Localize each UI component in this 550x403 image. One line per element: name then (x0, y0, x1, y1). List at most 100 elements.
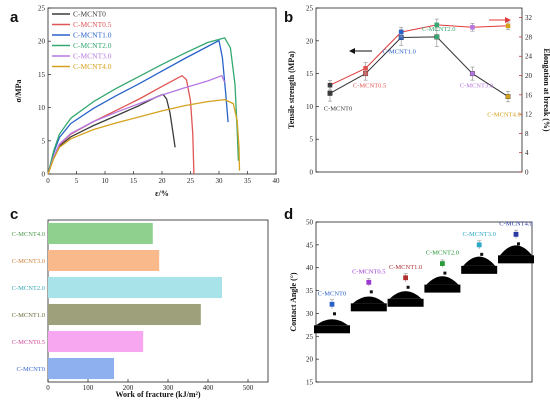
panel-b-point (434, 34, 440, 40)
panel-b-y2tick-label: 4 (525, 149, 529, 157)
panel-b-annotations: C-MCNT0 C-MCNT0.5 C-MCNT1.0 C-MCNT2.0 C-MCNT… (324, 26, 521, 119)
panel-b-point (327, 90, 333, 96)
panel-d-point (329, 301, 335, 307)
panel-d-point-marker (333, 312, 336, 316)
panel-c-bar-label: C-MCNT3.0 (12, 258, 45, 265)
panel-d-point (513, 231, 519, 237)
panel-b-point-label: C-MCNT2.0 (422, 26, 455, 33)
panel-c-bar (48, 303, 201, 326)
panel-d-ytick-label: 35 (306, 287, 314, 295)
panel-a-xtick-label: 15 (130, 177, 138, 185)
panel-c-bar (48, 357, 114, 380)
panel-c-work-of-fracture: C-MCNT4.0 C-MCNT3.0 C-MCNT2.0 C-MCNT1.0 C-MC… (12, 219, 269, 399)
panel-label-c: c (10, 206, 18, 223)
panel-d-frame (315, 221, 533, 383)
panel-b-point (470, 24, 475, 30)
panel-d-ytick-label: 50 (306, 219, 314, 227)
panel-b-point (327, 82, 333, 88)
panel-d-ytick-label: 15 (306, 379, 314, 387)
panel-d-droplet (389, 291, 422, 299)
panel-b-ytick-label: 15 (306, 70, 314, 78)
panel-d-point-marker (369, 290, 373, 294)
panel-b-y2tick-label: 0 (525, 169, 529, 177)
panel-a-ytick-label: 5 (42, 137, 46, 145)
panel-b-y2tick-label: 12 (525, 111, 533, 119)
panel-b-ytick-label: 5 (310, 136, 314, 144)
panel-b-point-label: C-MCNT3.0 (460, 83, 493, 90)
panel-a-legend-label: C-MCNT0.5 (73, 20, 112, 29)
panel-a-ytick-label: 20 (38, 38, 46, 46)
panel-d-droplet-base (350, 303, 387, 312)
panel-c-bar-label: C-MCNT4.0 (12, 231, 45, 238)
panel-b-point-label: C-MCNT4.0 (487, 112, 520, 119)
panel-label-b: b (284, 9, 293, 26)
panel-b-ylabel: Tensile strength (MPa) (287, 51, 296, 129)
panel-c-bar-label: C-MCNT1.0 (12, 312, 45, 319)
panel-d-ticks: 15 20 25 30 35 40 45 50 (306, 219, 319, 387)
panel-b-y2tick-label: 8 (525, 130, 529, 138)
panel-b-y2tick-label: 24 (525, 53, 533, 61)
panel-a-legend-label: C-MCNT3.0 (73, 52, 112, 61)
panel-d-ytick-label: 45 (306, 241, 314, 249)
panel-d-point-marker (517, 242, 520, 246)
panel-b-point (363, 65, 368, 71)
panel-c-xlabel: Work of fracture (kJ/m²) (115, 390, 200, 399)
panel-a-xlabel: ε/% (155, 189, 169, 198)
panel-c-bar (48, 222, 153, 245)
panel-a-series-line (47, 75, 226, 175)
panel-d-point (403, 275, 408, 281)
panel-b-ytick-label: 25 (306, 5, 314, 13)
panel-b-y2tick-label: 32 (525, 14, 533, 22)
panel-d-droplet (463, 256, 496, 266)
panel-d-droplet-base (314, 325, 350, 334)
panel-a-series-line (47, 39, 229, 175)
panel-d-point-label: C-MCNT4.0 (499, 220, 532, 227)
arrow-right-icon (489, 17, 511, 23)
panel-a-ticks: 0 5 10 15 20 25 30 35 40 0 5 10 15 20 25 (38, 5, 280, 186)
panel-c-bar-label: C-MCNT2.0 (12, 285, 45, 292)
panel-d-droplet-base (461, 265, 498, 274)
panel-d-droplet (316, 319, 348, 326)
panel-a-ytick-label: 25 (38, 5, 46, 13)
panel-b-point (505, 23, 511, 29)
panel-d-point-label: C-MCNT1.0 (389, 264, 422, 271)
panel-a-xtick-label: 0 (46, 177, 50, 185)
panel-d-ytick-label: 40 (306, 264, 314, 272)
panel-b-point (469, 71, 475, 77)
panel-c-xtick-label: 400 (203, 384, 214, 392)
panel-d-droplet-base (498, 255, 534, 264)
panel-a-xtick-label: 10 (102, 177, 110, 185)
panel-d-contact-angle: 15 20 25 30 35 40 45 50 C-MCNT0 C-MCNT0.5 C-MCNT1… (289, 219, 534, 387)
panel-a-ytick-label: 0 (42, 171, 46, 179)
panel-c-ticks: 0 100 200 300 400 500 (46, 379, 254, 392)
panel-a-series-line (47, 98, 241, 175)
panel-c-bar (48, 276, 222, 299)
panel-b-series-line (329, 24, 509, 86)
panel-c-xtick-label: 100 (83, 384, 94, 392)
panel-d-point (440, 261, 445, 266)
panel-d-ytick-label: 20 (306, 356, 314, 364)
panel-b-series-line (329, 36, 509, 98)
panel-a-xtick-label: 20 (159, 177, 167, 185)
panel-d-droplet (426, 276, 459, 285)
panel-d-point-marker (480, 252, 484, 256)
panel-a-xtick-label: 30 (216, 177, 224, 185)
panel-b-y2tick-label: 20 (525, 72, 533, 80)
panel-label-a: a (10, 9, 19, 26)
panel-b-point (398, 29, 404, 35)
panel-label-d: d (284, 206, 293, 223)
panel-d-ytick-label: 30 (306, 310, 314, 318)
panel-c-bar (48, 249, 160, 272)
panel-b-y2tick-label: 28 (525, 33, 533, 41)
panel-a-xtick-label: 25 (187, 177, 195, 185)
panel-d-point (476, 242, 482, 248)
panel-d-droplet (500, 245, 532, 256)
panel-b-y2label: Elongation at break (%) (542, 48, 550, 132)
panel-b-y2tick-label: 16 (525, 91, 533, 99)
panel-a-xtick-label: 35 (244, 177, 252, 185)
panel-b-point-label: C-MCNT0.5 (353, 83, 386, 90)
panel-b-ticks: 0 5 10 15 20 25 0 4 8 12 16 20 24 28 32 (306, 5, 533, 177)
panel-a-series (47, 37, 241, 175)
